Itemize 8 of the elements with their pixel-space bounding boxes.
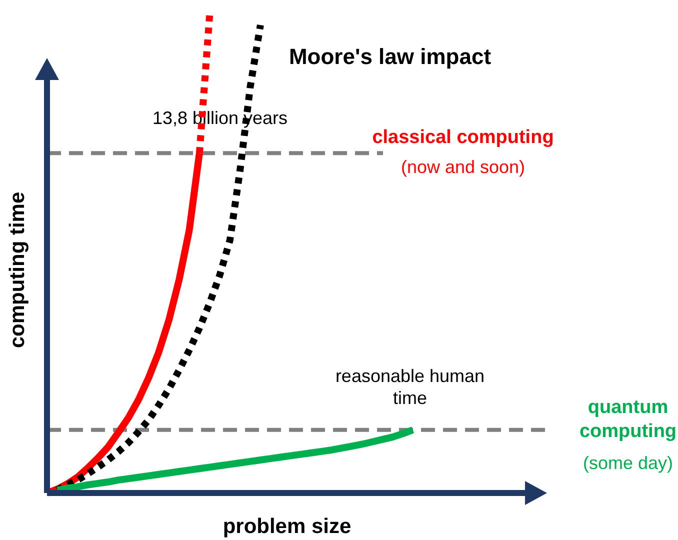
- text: classical computing: [372, 127, 554, 148]
- ref-line-label: reasonable human time: [335, 366, 485, 408]
- y-axis-title: computing time: [6, 192, 29, 348]
- text: (some day): [582, 453, 674, 473]
- x-axis-title: problem size: [222, 515, 352, 538]
- series-label: Moore's law impact: [288, 44, 492, 69]
- text: quantum computing: [579, 397, 677, 442]
- annotation: (now and soon): [400, 157, 526, 177]
